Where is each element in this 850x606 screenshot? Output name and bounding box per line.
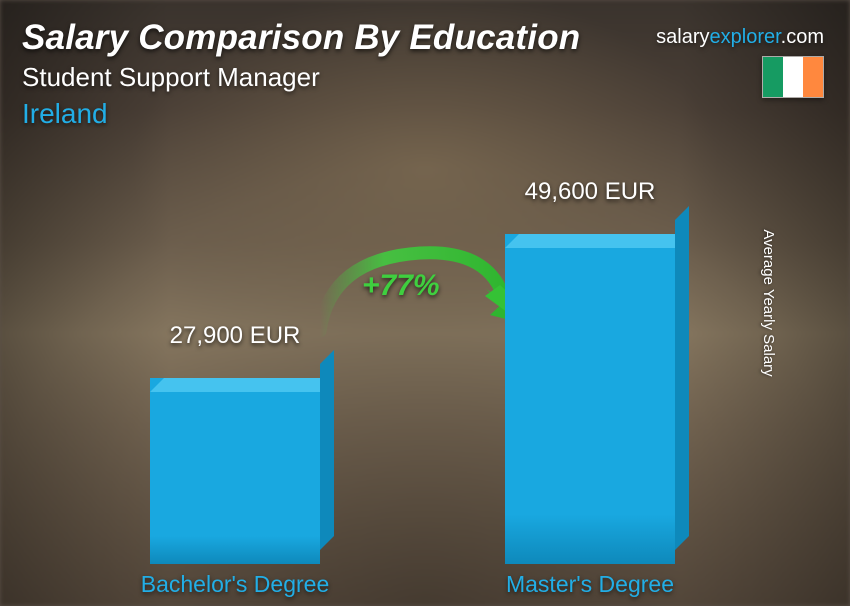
chart-area: +77% 27,900 EUR Bachelor's Degree 49,600 E… — [0, 136, 850, 606]
brand-label: salaryexplorer.com — [656, 26, 824, 49]
page-title: Salary Comparison By Education — [22, 18, 580, 58]
bar-top-face — [505, 234, 689, 248]
bar-side-face — [320, 350, 334, 550]
flag-icon — [762, 56, 824, 98]
bar-category-label: Bachelor's Degree — [105, 571, 365, 598]
bar-side-face — [675, 206, 689, 550]
flag-stripe-3 — [803, 57, 823, 97]
bar-front-face — [150, 378, 320, 564]
brand-main: salary — [656, 26, 709, 48]
country-label: Ireland — [22, 98, 108, 130]
bar — [150, 378, 320, 564]
delta-label: +77% — [362, 269, 440, 303]
bar-value-label: 49,600 EUR — [460, 178, 720, 206]
flag-stripe-2 — [783, 57, 803, 97]
bar-front-face — [505, 234, 675, 564]
bar-value-label: 27,900 EUR — [105, 322, 365, 350]
bar-group — [505, 234, 675, 564]
brand-suffix: .com — [781, 26, 824, 48]
bar-top-face — [150, 378, 334, 392]
flag-stripe-1 — [763, 57, 783, 97]
page-subtitle: Student Support Manager — [22, 62, 320, 93]
brand-accent: explorer — [710, 26, 781, 48]
bar-category-label: Master's Degree — [460, 571, 720, 598]
bar-group — [150, 378, 320, 564]
bar — [505, 234, 675, 564]
